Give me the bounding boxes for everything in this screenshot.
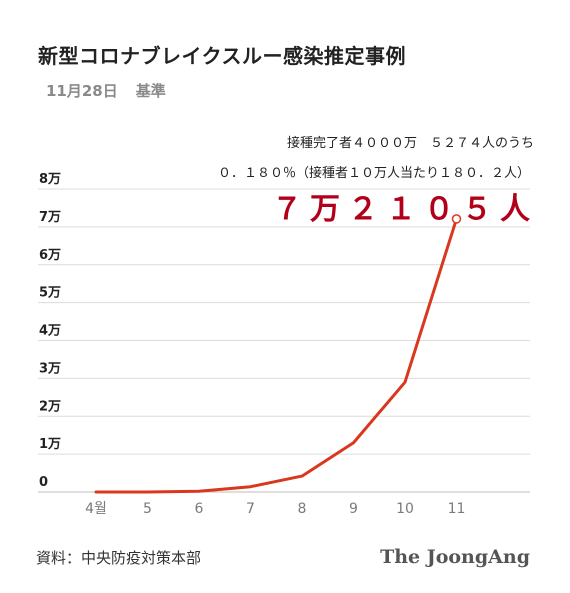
x-tick-label: 11 — [448, 501, 466, 517]
y-tick-label: 2万 — [39, 399, 61, 414]
x-tick-label: 7 — [246, 501, 255, 517]
x-tick-label: 10 — [396, 501, 414, 517]
y-tick-label: 1万 — [39, 437, 61, 452]
chart-subtitle: 11月28日 基準 — [46, 80, 184, 101]
subtitle-basis: 基準 — [135, 82, 166, 100]
annotation-highlight: ７万２１０５人 — [272, 192, 538, 227]
y-tick-label: 5万 — [39, 286, 61, 301]
annotation-line1: 接種完了者４０００万 ５２７４人のうち — [286, 136, 534, 151]
x-tick-label: 6 — [195, 501, 204, 517]
series-line — [94, 217, 458, 494]
series-path — [94, 217, 458, 494]
publisher-logo: The JoongAng — [380, 546, 530, 568]
y-tick-label: 7万 — [39, 210, 61, 225]
x-tick-labels: 4월 5 6 7 8 9 10 11 — [85, 501, 465, 517]
chart-title: 新型コロナブレイクスルー感染推定事例 — [38, 44, 406, 68]
data-point — [451, 214, 462, 224]
x-tick-label: 8 — [298, 501, 307, 517]
y-tick-label: 3万 — [39, 361, 61, 376]
x-tick-label: 4월 — [85, 501, 107, 517]
x-tick-label: 5 — [143, 501, 152, 517]
y-tick-label: 4万 — [39, 324, 61, 339]
grid-lines — [38, 188, 530, 493]
source-note: 資料：中央防疫対策本部 — [36, 549, 202, 567]
y-tick-label: 6万 — [39, 248, 61, 263]
subtitle-date: 11月28日 — [46, 82, 118, 100]
y-tick-label: 0 — [39, 475, 48, 490]
y-tick-labels: 0 1万 2万 3万 4万 5万 6万 7万 8万 — [39, 172, 61, 490]
y-tick-label: 8万 — [39, 172, 61, 187]
data-points — [451, 214, 462, 224]
x-tick-label: 9 — [349, 501, 358, 517]
annotation-line2: ０．１８０％（接種者１０万人当たり１８０．２人） — [217, 166, 530, 181]
